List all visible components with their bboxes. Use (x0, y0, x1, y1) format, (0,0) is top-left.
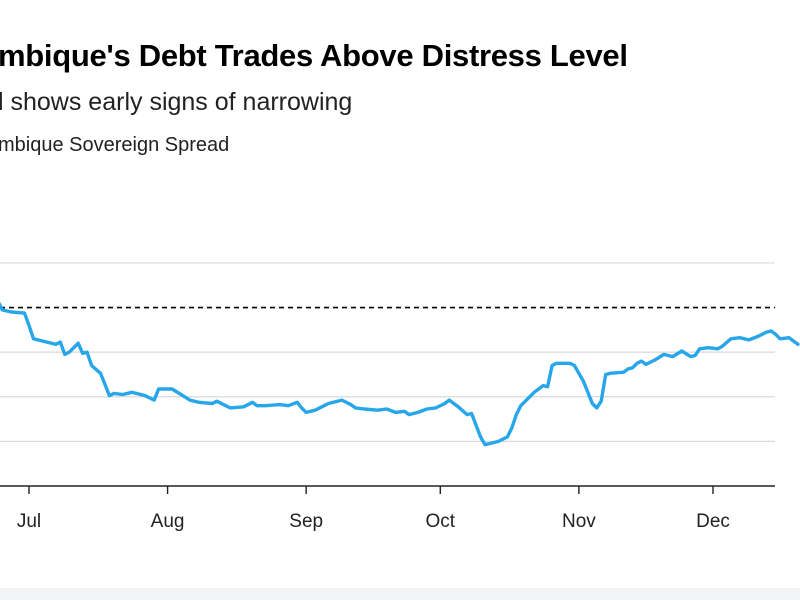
x-tick-label: Oct (426, 511, 456, 532)
series-line (0, 301, 800, 447)
footer-bar (0, 588, 800, 600)
x-tick-label: Nov (562, 511, 596, 532)
series-layer (0, 301, 800, 447)
x-tick-label: Sep (289, 511, 323, 532)
legend-entry: mbique Sovereign Spread (0, 134, 230, 156)
chart-subtitle: l shows early signs of narrowing (0, 88, 353, 116)
x-tick-label: Aug (151, 511, 185, 532)
grid-lines (0, 262, 775, 442)
x-tick-label: Dec (696, 511, 730, 532)
x-tick-label: Jul (17, 511, 41, 532)
chart-title: mbique's Debt Trades Above Distress Leve… (0, 38, 628, 73)
x-axis: Jul Aug Sep Oct Nov Dec (0, 485, 775, 532)
